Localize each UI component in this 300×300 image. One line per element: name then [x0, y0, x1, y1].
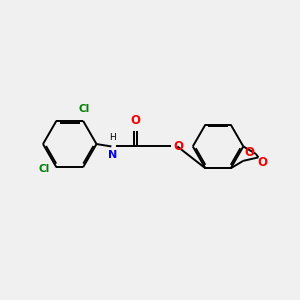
- Text: H: H: [110, 133, 116, 142]
- Text: O: O: [244, 146, 254, 158]
- Text: Cl: Cl: [39, 164, 50, 174]
- Text: O: O: [173, 140, 183, 153]
- Text: O: O: [257, 156, 267, 169]
- Text: N: N: [108, 150, 118, 160]
- Text: Cl: Cl: [79, 104, 90, 114]
- Text: O: O: [130, 114, 140, 128]
